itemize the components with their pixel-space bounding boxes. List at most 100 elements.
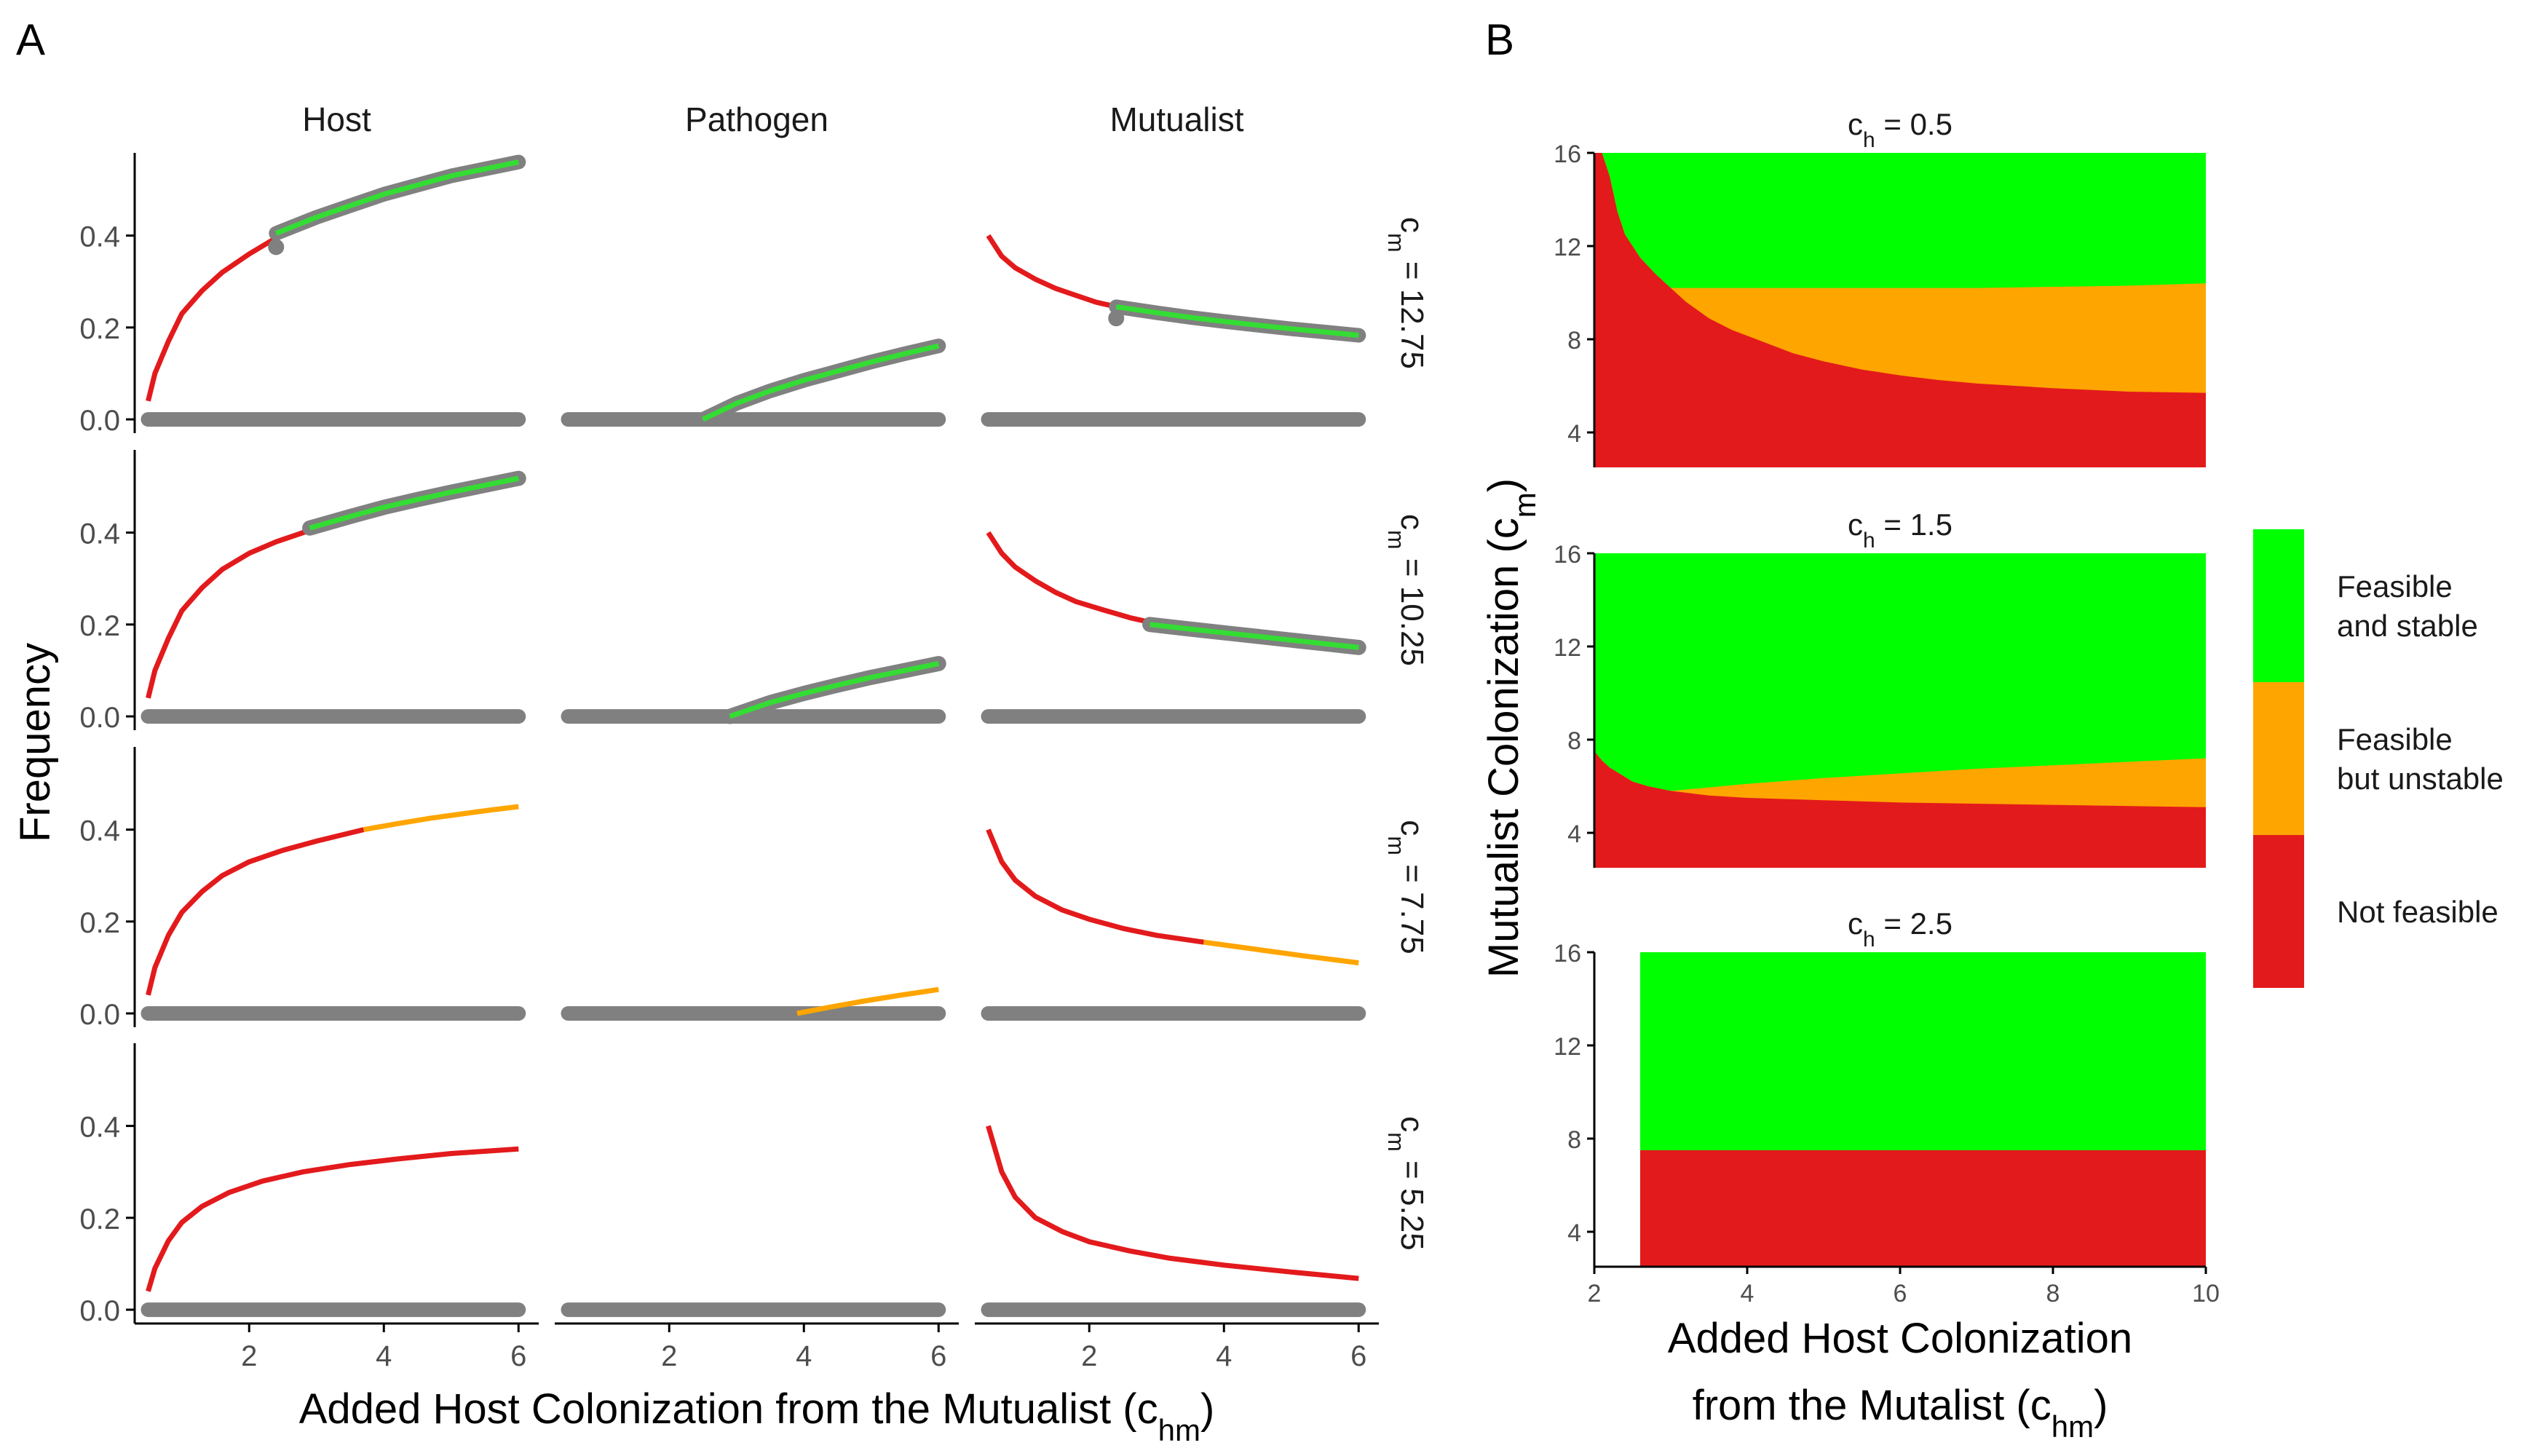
facet-row-symbol: c: [1394, 1116, 1430, 1132]
facet-panel: [141, 804, 526, 1021]
facet-panel: [141, 154, 526, 427]
x-tick-label: 6: [1350, 1340, 1366, 1372]
facet-panel: [981, 531, 1366, 724]
heatmap-title-symbol: c: [1848, 906, 1863, 941]
y-tick-label: 0.0: [79, 702, 120, 734]
facet-panel: [141, 1146, 526, 1318]
equilibrium-curve-red: [986, 1125, 1359, 1281]
y-tick-label: 0.0: [79, 405, 120, 437]
y-tick-label: 0.4: [79, 815, 120, 847]
heatmap-title: ch = 2.5: [1848, 906, 1952, 951]
heatmap-title-symbol: c: [1848, 107, 1863, 141]
y-tick-label: 16: [1554, 541, 1581, 569]
equilibrium-curve-red: [986, 531, 1151, 625]
y-tick-label: 4: [1567, 420, 1581, 448]
equilibrium-curve-orange: [363, 804, 519, 833]
y-tick-label: 0.4: [79, 1112, 120, 1144]
facet-row-value: = 10.25: [1394, 550, 1430, 666]
facet-column-label: Mutualist: [1109, 100, 1243, 138]
x-axis-title-close: ): [2094, 1382, 2108, 1429]
y-tick-label: 4: [1567, 1219, 1581, 1247]
x-axis-title-line2: from the Mutalist (chm): [1693, 1382, 2108, 1444]
facet-row-label: cm = 5.25: [1383, 1116, 1430, 1250]
legend-label: Not feasible: [2337, 895, 2498, 929]
y-axis-title-text: Mutualist Colonization (: [1480, 539, 1527, 978]
equilibrium-curve-green: [729, 661, 940, 719]
equilibrium-curve-red: [146, 1146, 519, 1292]
y-tick-label: 12: [1554, 234, 1581, 261]
equilibrium-curve-green: [701, 343, 940, 422]
y-tick-label: 8: [1567, 1126, 1581, 1154]
y-axis-title: Mutualist Colonization (cm): [1480, 478, 1542, 978]
legend: Feasible and stable Feasible but unstable No…: [2253, 529, 2504, 988]
y-tick-label: 16: [1554, 940, 1581, 968]
y-tick-label: 12: [1554, 634, 1581, 662]
x-tick-label: 2: [1588, 1280, 1602, 1307]
y-tick-label: 0.2: [79, 907, 120, 939]
x-tick-label: 6: [1894, 1280, 1907, 1307]
region-not-feasible: [1640, 1150, 2206, 1267]
heatmap-panel: ch = 1.5 4 8 12 16: [1554, 507, 2206, 868]
x-tick-label: 2: [661, 1340, 677, 1372]
legend-swatch-orange: [2253, 682, 2304, 835]
facet-row-symbol: c: [1394, 217, 1430, 233]
x-axis-title-symbol: c: [1137, 1385, 1158, 1433]
heatmap-title-value: = 0.5: [1875, 107, 1952, 141]
legend-swatch-green: [2253, 529, 2304, 682]
equilibrium-curve-red: [146, 528, 311, 699]
facet-row-label: cm = 12.75: [1383, 217, 1430, 369]
heatmap-title: ch = 0.5: [1848, 107, 1952, 152]
equilibrium-curve-green: [309, 475, 520, 531]
x-axis-title-close: ): [1200, 1385, 1214, 1433]
y-axis-title-subscript: m: [1508, 492, 1542, 518]
equilibrium-curve-orange: [1203, 939, 1359, 966]
panel-label-a: A: [16, 15, 45, 64]
facet-panel: [561, 339, 946, 427]
region-not-feasible: [1594, 153, 2206, 467]
heatmap-title-subscript: h: [1863, 927, 1875, 951]
simulation-band: [695, 339, 946, 427]
y-tick-label: 0.4: [79, 221, 120, 253]
legend-label-line: and stable: [2337, 609, 2478, 643]
equilibrium-curve-red: [146, 827, 365, 996]
facet-row-label: cm = 10.25: [1383, 514, 1430, 666]
legend-label-line: Feasible: [2337, 722, 2453, 756]
facet-row-symbol: c: [1394, 820, 1430, 836]
y-tick-label: 8: [1567, 727, 1581, 755]
x-tick-label: 4: [796, 1340, 812, 1372]
legend-label-line: Not feasible: [2337, 895, 2498, 929]
equilibrium-curve-green: [1115, 304, 1359, 339]
x-tick-label: 6: [510, 1340, 526, 1372]
facet-panel: [561, 656, 946, 724]
facet-row-value: = 5.25: [1394, 1152, 1430, 1251]
x-axis-title: Added Host Colonization from the Mutuali…: [299, 1385, 1215, 1447]
heatmap-panel: ch = 0.5 4 8 12 16: [1554, 107, 2206, 467]
simulation-point: [1108, 310, 1125, 327]
y-tick-label: 8: [1567, 327, 1581, 355]
panel-label-b: B: [1485, 15, 1514, 64]
heatmap-title-value: = 1.5: [1875, 507, 1952, 542]
x-tick-label: 4: [376, 1340, 392, 1372]
y-tick-label: 0.0: [79, 999, 120, 1031]
facet-column-label: Pathogen: [685, 100, 828, 138]
heatmap-title-symbol: c: [1848, 507, 1863, 542]
facet-row-subscript: m: [1383, 530, 1409, 550]
facet-panel: [141, 470, 526, 724]
facet-panel: [981, 234, 1366, 427]
x-axis-title-line1: Added Host Colonization: [1668, 1315, 2132, 1362]
region-not-feasible: [1594, 751, 2206, 868]
equilibrium-curve-red: [986, 234, 1117, 309]
simulation-band: [269, 154, 526, 241]
x-axis-title-text: from the Mutalist (: [1693, 1382, 2030, 1429]
x-tick-label: 6: [930, 1340, 946, 1372]
y-axis-title: Frequency: [12, 643, 59, 842]
y-axis-title-symbol: c: [1480, 518, 1527, 539]
legend-swatch-red: [2253, 835, 2304, 988]
heatmap-title-subscript: h: [1863, 128, 1875, 152]
heatmap-title-subscript: h: [1863, 529, 1875, 553]
equilibrium-curve-red: [146, 235, 278, 402]
y-tick-label: 0.2: [79, 313, 120, 345]
